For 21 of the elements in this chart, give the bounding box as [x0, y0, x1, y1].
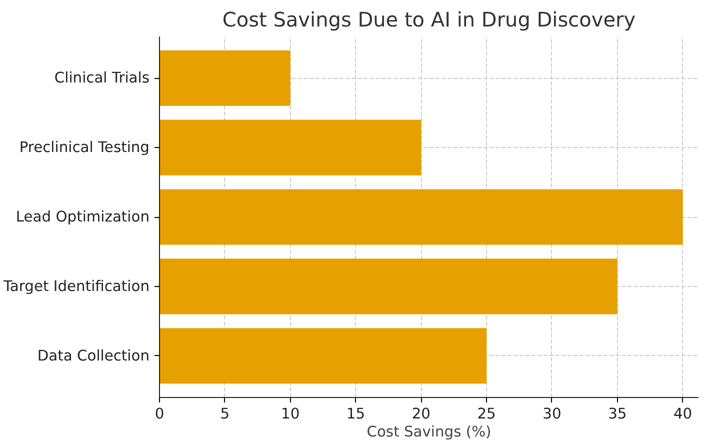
bar	[160, 50, 290, 106]
bar	[160, 258, 618, 314]
x-tick-label: 40	[673, 406, 692, 422]
x-tick-label: 10	[281, 406, 300, 422]
x-tick-label: 30	[542, 406, 562, 422]
y-tick-label: Target Identification	[2, 278, 150, 295]
x-tick-label: 5	[220, 406, 230, 422]
chart-title: Cost Savings Due to AI in Drug Discovery	[222, 8, 636, 32]
bar	[160, 189, 683, 245]
x-tick-label: 0	[154, 406, 164, 422]
y-tick-label: Data Collection	[37, 347, 150, 364]
x-tick-label: 35	[608, 406, 627, 422]
y-tick-label: Clinical Trials	[54, 70, 150, 87]
y-tick-label: Lead Optimization	[16, 208, 150, 226]
bar	[160, 120, 422, 176]
y-tick-label: Preclinical Testing	[19, 139, 150, 156]
x-tick-label: 20	[412, 406, 430, 422]
x-tick-label: 25	[477, 406, 496, 422]
x-axis-title: Cost Savings (%)	[366, 424, 492, 440]
x-tick-label: 15	[346, 406, 366, 422]
bar	[160, 328, 487, 384]
